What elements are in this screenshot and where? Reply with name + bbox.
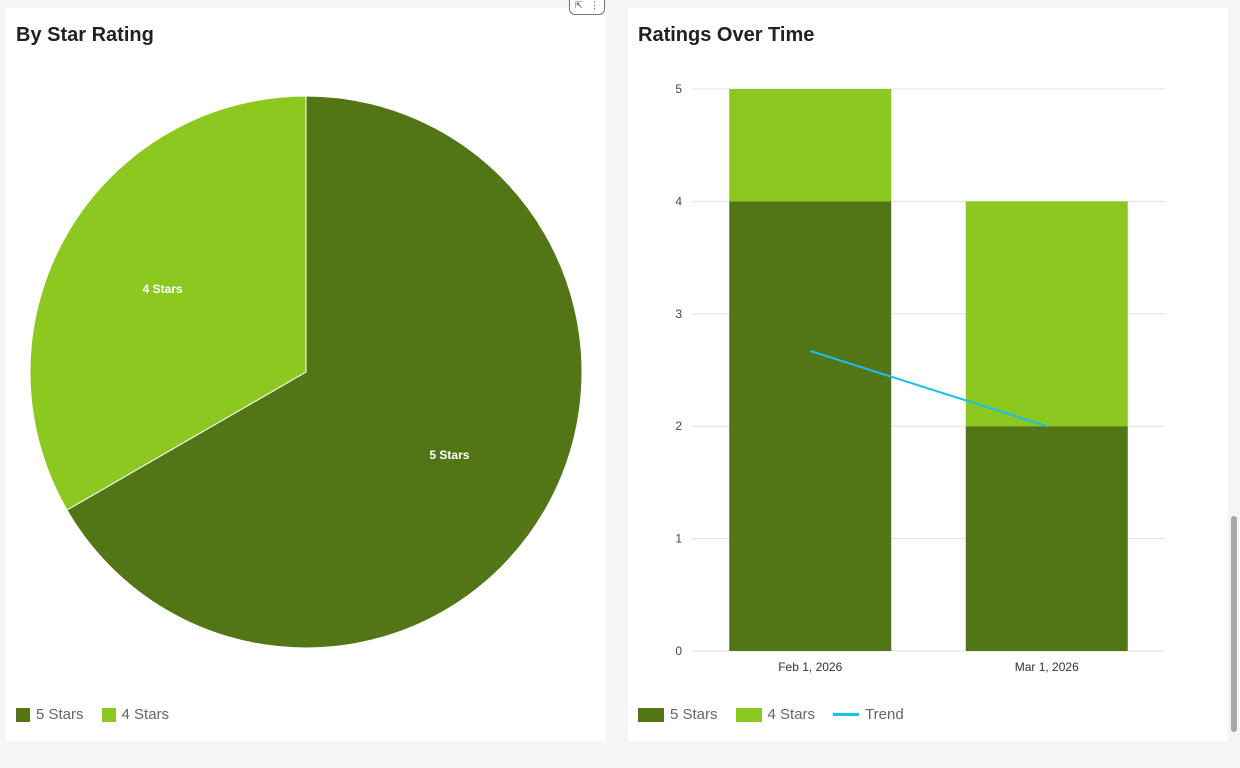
legend-swatch <box>16 707 30 722</box>
legend-swatch <box>735 707 762 722</box>
more-vert-icon[interactable]: ⋮ <box>590 0 600 10</box>
pie-slice-5-stars <box>66 95 583 649</box>
legend-label: 5 Stars <box>670 706 718 723</box>
y-tick-label: 0 <box>675 644 682 658</box>
legend-item-4-stars[interactable]: 4 Stars <box>101 706 170 723</box>
scrollbar[interactable] <box>1230 0 1239 768</box>
legend-swatch <box>101 707 116 722</box>
trend-line <box>809 349 1048 428</box>
legend-label: 5 Stars <box>36 706 84 723</box>
legend-label: 4 Stars <box>767 706 816 723</box>
legend-label: 4 Stars <box>121 706 170 723</box>
y-tick-label: 3 <box>675 307 682 321</box>
legend-item-trend[interactable]: Trend <box>833 706 904 723</box>
card-menu-button[interactable]: ⇱ ⋮ <box>569 0 605 15</box>
y-tick-label: 1 <box>675 532 682 546</box>
legend-swatch <box>638 707 664 722</box>
legend-item-5-stars[interactable]: 5 Stars <box>16 706 84 723</box>
y-tick-label: 5 <box>675 82 682 96</box>
y-tick-label: 2 <box>675 419 682 433</box>
expand-icon[interactable]: ⇱ <box>574 0 583 10</box>
bar-4-stars <box>965 201 1128 427</box>
y-tick-label: 4 <box>675 194 682 208</box>
pie-chart-title: By Star Rating <box>16 24 154 46</box>
pie-slice-label: 5 Stars <box>429 448 469 462</box>
legend-item-4-stars[interactable]: 4 Stars <box>735 706 816 723</box>
pie-slice-label: 4 Stars <box>143 282 183 296</box>
bar-legend: 5 Stars 4 Stars Trend <box>638 706 904 723</box>
pie-chart-card: By Star Rating 5 Stars 4 Stars 5 Stars 4 … <box>6 8 606 741</box>
bar-5-stars <box>965 426 1128 651</box>
x-tick-label: Mar 1, 2026 <box>1015 660 1079 674</box>
bar-chart: 0 1 2 3 4 5 Feb 1, 2026 Mar 1, 2026 <box>675 82 1165 674</box>
bar-4-stars <box>729 89 892 202</box>
bar-chart-title: Ratings Over Time <box>638 24 815 46</box>
legend-item-5-stars[interactable]: 5 Stars <box>638 706 718 723</box>
legend-swatch <box>833 713 860 716</box>
x-tick-label: Feb 1, 2026 <box>778 660 842 674</box>
scrollbar-thumb[interactable] <box>1231 516 1237 732</box>
pie-slice-4-stars <box>29 95 307 511</box>
pie-chart: 5 Stars 4 Stars <box>29 95 583 649</box>
bar-chart-card: Ratings Over Time 0 1 2 3 4 5 Feb 1, 2026 Mar 1… <box>628 8 1228 741</box>
bar-5-stars <box>729 201 892 651</box>
pie-legend: 5 Stars 4 Stars <box>16 706 169 723</box>
legend-label: Trend <box>865 706 904 723</box>
